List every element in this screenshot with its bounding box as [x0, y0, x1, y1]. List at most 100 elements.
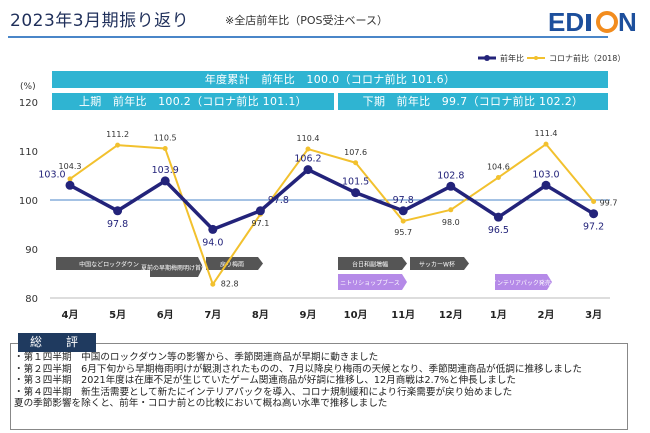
x-tick-label: 11月 — [391, 309, 415, 321]
event-marker — [410, 257, 469, 270]
data-point-yoy — [113, 206, 123, 216]
legend-marker-yoy — [484, 55, 490, 61]
summary-line: ・第２四半期 6月下旬から早期梅雨明けが観測されたものの、7月以降戻り梅雨の天候… — [14, 363, 582, 375]
edion-logo: ED N — [548, 7, 637, 36]
data-point-covid — [400, 218, 406, 224]
data-point-covid — [495, 174, 501, 180]
y-tick-label: 110 — [19, 147, 38, 158]
data-point-yoy — [255, 206, 265, 216]
data-point-yoy — [398, 206, 408, 216]
x-tick-label: 4月 — [62, 309, 79, 321]
data-label-covid: 95.7 — [394, 228, 412, 237]
x-tick-label: 6月 — [157, 309, 174, 321]
x-tick-label: 2月 — [538, 309, 555, 321]
data-point-covid — [353, 160, 359, 166]
event-marker — [150, 257, 203, 277]
legend-label-covid: コロナ前比（2018） — [549, 53, 625, 63]
data-point-yoy — [160, 176, 170, 186]
data-point-yoy — [446, 181, 456, 191]
legend-marker-covid — [534, 56, 538, 60]
data-point-covid — [67, 176, 73, 182]
data-point-yoy — [65, 180, 75, 190]
data-label-yoy: 97.2 — [583, 222, 604, 233]
event-marker-label: 中国などロックダウン — [79, 261, 139, 269]
data-label-covid: 98.0 — [442, 218, 460, 227]
data-label-covid: 104.6 — [487, 162, 510, 171]
x-tick-label: 8月 — [252, 309, 269, 321]
data-label-yoy: 97.8 — [107, 219, 128, 230]
y-tick-label: 90 — [25, 245, 38, 256]
data-label-covid: 111.4 — [535, 129, 558, 138]
series-line-covid — [69, 143, 595, 286]
y-tick-label: 100 — [19, 196, 38, 207]
data-point-yoy — [208, 224, 218, 234]
event-marker-label: サッカーW杯 — [419, 261, 455, 269]
page-title: 2023年3月期振り返り — [10, 11, 190, 31]
event-marker — [206, 257, 263, 270]
data-label-yoy: 101.5 — [342, 177, 369, 188]
data-label-covid: 82.8 — [221, 279, 239, 288]
summary-lines: ・第１四半期 中国のロックダウン等の影響から、季節関連商品が早期に動きました ・… — [14, 352, 582, 410]
data-point-yoy — [303, 165, 313, 175]
data-label-covid: 97.1 — [251, 219, 269, 228]
data-point-covid — [115, 142, 121, 148]
event-marker — [338, 274, 407, 290]
x-tick-label: 12月 — [439, 309, 463, 321]
y-tick-label: 120 — [19, 98, 38, 109]
x-tick-label: 5月 — [109, 309, 126, 321]
data-label-covid: 99.7 — [600, 198, 618, 207]
data-label-yoy: 102.8 — [437, 170, 464, 181]
total-year-banner: 年度累計 前年比 100.0（コロナ前比 101.6） — [52, 71, 608, 88]
data-point-yoy — [541, 180, 551, 190]
page-subtitle: ※全店前年比（POS受注ベース） — [225, 14, 388, 27]
data-point-covid — [162, 146, 168, 152]
summary-line: ・第４四半期 新生活需要として新たにインテリアパックを導入、コロナ規制緩和により… — [14, 386, 513, 398]
title-divider — [8, 36, 608, 38]
summary-line: 夏の季節影響を除くと、前年・コロナ前との比較において概ね高い水準で推移しました — [14, 398, 388, 410]
data-label-covid: 107.6 — [344, 148, 367, 157]
data-label-yoy: 103.0 — [532, 169, 559, 180]
data-point-covid — [448, 207, 454, 213]
data-label-yoy: 94.0 — [202, 237, 223, 248]
summary-heading: 総 評 — [18, 333, 96, 352]
data-label-yoy: 97.8 — [268, 195, 289, 206]
x-tick-label: 9月 — [300, 309, 317, 321]
svg-text:N: N — [618, 7, 637, 36]
data-point-covid — [305, 146, 311, 152]
second-half-banner: 下期 前年比 99.7（コロナ前比 102.2） — [338, 93, 608, 110]
data-label-yoy: 106.2 — [294, 154, 321, 165]
x-tick-label: 7月 — [204, 309, 221, 321]
data-point-covid — [543, 141, 549, 147]
data-point-covid — [591, 198, 597, 204]
event-marker — [56, 257, 167, 270]
legend-label-yoy: 前年比 — [500, 53, 524, 63]
data-label-yoy: 103.0 — [38, 169, 65, 180]
x-tick-label: 3月 — [585, 309, 602, 321]
data-point-yoy — [589, 209, 599, 219]
event-marker — [338, 257, 407, 270]
svg-text:ED: ED — [548, 7, 584, 36]
data-point-covid — [210, 281, 216, 287]
data-label-yoy: 96.5 — [488, 225, 509, 236]
y-axis-label: (%) — [20, 82, 36, 92]
data-label-covid: 110.4 — [297, 134, 320, 143]
event-marker — [495, 274, 552, 290]
data-label-yoy: 103.9 — [152, 165, 179, 176]
event-marker-label: インテリアパック発売 — [491, 279, 551, 287]
event-marker-label: 戻り梅雨 — [220, 261, 244, 269]
data-label-yoy: 97.8 — [393, 195, 414, 206]
summary-box — [10, 343, 628, 430]
data-label-covid: 110.5 — [154, 134, 177, 143]
event-marker-label: ニトリショップブース — [340, 279, 400, 287]
event-marker-label: 夏前の早期梅雨明け首位 — [141, 264, 207, 272]
data-label-covid: 111.2 — [106, 130, 129, 139]
summary-line: ・第３四半期 2021年度は在庫不足が生じていたゲーム関連商品が好調に推移し、1… — [14, 375, 517, 387]
data-label-covid: 104.3 — [59, 162, 82, 171]
data-point-yoy — [351, 188, 361, 198]
data-point-yoy — [493, 212, 503, 222]
event-marker-label: 台日和副増幅 — [352, 261, 388, 269]
x-tick-label: 10月 — [344, 309, 368, 321]
y-tick-label: 80 — [25, 294, 38, 305]
x-tick-label: 1月 — [490, 309, 507, 321]
